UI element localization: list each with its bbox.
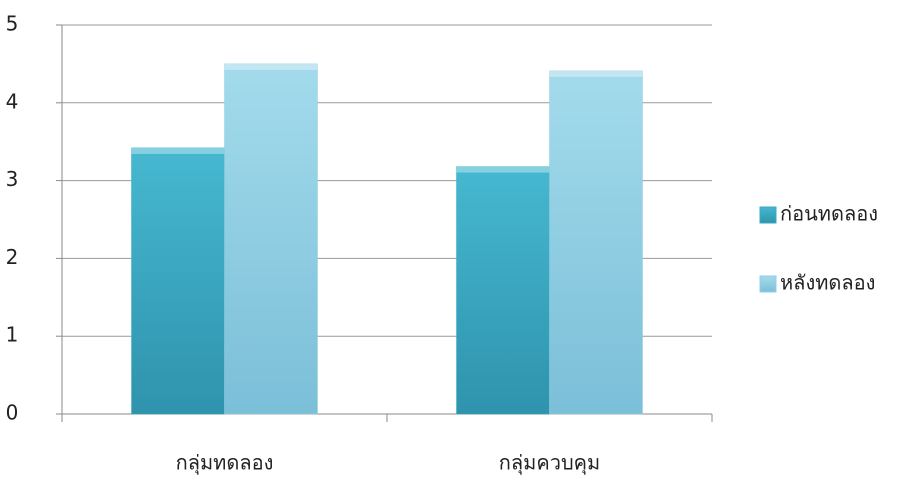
bar [224, 63, 318, 415]
legend-swatch [759, 206, 777, 224]
legend-label: หลังทดลอง [780, 271, 875, 295]
y-tick-label: 5 [6, 12, 19, 36]
legend-label: ก่อนทดลอง [780, 202, 878, 226]
y-tick-label: 1 [6, 323, 19, 347]
legend-swatch [759, 275, 777, 293]
bar-highlight [131, 147, 225, 154]
y-tick-label: 2 [6, 245, 19, 269]
x-tick-label: กลุ่มทดลอง [176, 451, 274, 476]
bar [456, 166, 550, 415]
bar [549, 70, 643, 415]
bar-highlight [549, 70, 643, 77]
bar-highlight [456, 166, 550, 173]
bar-highlight [224, 63, 318, 70]
y-tick-label: 4 [6, 89, 19, 113]
y-tick-label: 0 [6, 401, 19, 425]
bar [131, 147, 225, 415]
y-tick-label: 3 [6, 167, 19, 191]
x-tick-label: กลุ่มควบคุม [499, 451, 600, 476]
